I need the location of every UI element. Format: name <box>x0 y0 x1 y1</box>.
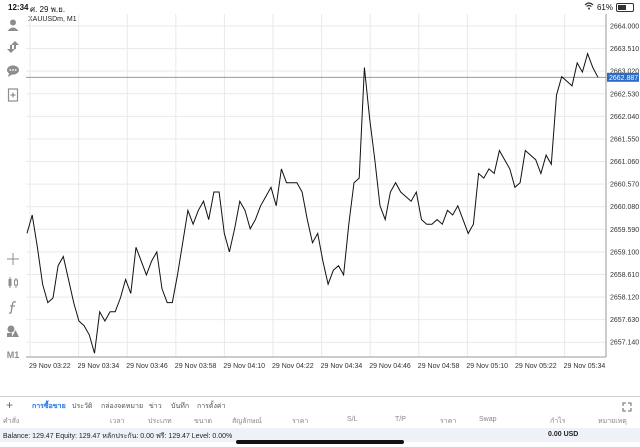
tab-settings[interactable]: การตั้งค่า <box>197 403 226 410</box>
y-tick-label: 2663.510 <box>610 46 639 53</box>
x-tick-label: 29 Nov 04:22 <box>272 363 314 370</box>
tab-news[interactable]: ข่าว <box>149 403 162 410</box>
status-date: ศ. 29 พ.ย. <box>30 5 66 14</box>
add-icon[interactable]: + <box>6 398 14 412</box>
x-tick-label: 29 Nov 05:22 <box>515 363 557 370</box>
col-symbol: สัญลักษณ์ <box>232 418 262 425</box>
crosshair-icon[interactable] <box>4 250 22 268</box>
tab-journal[interactable]: บันทึก <box>171 403 190 410</box>
status-time: 12:34 <box>8 3 29 12</box>
battery-percent: 61% <box>596 2 613 12</box>
x-tick-label: 29 Nov 03:46 <box>126 363 168 370</box>
wifi-icon <box>584 2 594 12</box>
current-price-badge <box>607 72 639 82</box>
trade-arrows-icon[interactable] <box>4 38 22 56</box>
y-tick-label: 2663.020 <box>610 69 639 76</box>
y-tick-label: 2661.060 <box>610 159 639 166</box>
total-profit: 0.00 USD <box>548 431 579 438</box>
tab-mailbox[interactable]: กล่องจดหมาย <box>101 403 144 410</box>
x-tick-label: 29 Nov 03:34 <box>78 363 120 370</box>
current-price-label: 2662.887 <box>609 75 638 82</box>
y-tick-label: 2662.530 <box>610 91 639 98</box>
balance-bar: Balance: 129.47 Equity: 129.47 หลักประกั… <box>0 428 640 442</box>
y-tick-label: 2659.100 <box>610 249 639 256</box>
x-tick-label: 29 Nov 04:10 <box>223 363 265 370</box>
chart-type-icon[interactable] <box>4 274 22 292</box>
x-tick-label: 29 Nov 04:34 <box>321 363 363 370</box>
left-toolbar: M1 <box>0 14 26 414</box>
status-right: 61% <box>584 2 634 12</box>
y-tick-label: 2662.040 <box>610 114 639 121</box>
battery-fill <box>618 4 626 10</box>
y-tick-label: 2660.570 <box>610 182 639 189</box>
col-sl: S/L <box>347 416 358 423</box>
col-order: คำสั่ง <box>3 418 20 425</box>
col-type: ประเภท <box>148 418 172 425</box>
x-tick-label: 29 Nov 05:34 <box>564 363 606 370</box>
tab-trade[interactable]: การซื้อขาย <box>32 403 66 410</box>
x-tick-label: 29 Nov 04:58 <box>418 363 460 370</box>
col-volume: ขนาด <box>194 418 213 425</box>
bottom-tabs-bar: + การซื้อขาย ประวัติ กล่องจดหมาย ข่าว บั… <box>0 396 640 413</box>
y-tick-label: 2657.630 <box>610 317 639 324</box>
col-time: เวลา <box>110 418 125 425</box>
battery-icon <box>616 2 634 12</box>
status-bar: 12:34 ศ. 29 พ.ย. 61% <box>0 0 640 14</box>
col-tp: T/P <box>395 416 406 423</box>
x-tick-label: 29 Nov 04:46 <box>369 363 411 370</box>
account-icon[interactable] <box>4 16 22 34</box>
price-chart[interactable]: 2664.000 2663.510 2663.020 2662.530 2662.040… <box>26 14 640 394</box>
col-price: ราคา <box>292 418 309 425</box>
col-price-current: ราคา <box>440 418 457 425</box>
y-tick-label: 2664.000 <box>610 23 639 30</box>
chat-icon[interactable] <box>4 62 22 80</box>
col-swap: Swap <box>479 416 497 423</box>
price-series-line <box>26 51 599 354</box>
chart-symbol-title: XAUUSDm, M1 <box>28 16 77 23</box>
indicator-f-icon[interactable] <box>4 298 22 316</box>
timeframe-label[interactable]: M1 <box>6 350 20 360</box>
chart-svg: 2664.000 2663.510 2663.020 2662.530 2662.040… <box>26 14 639 370</box>
home-indicator <box>236 440 404 444</box>
tab-history[interactable]: ประวัติ <box>72 403 93 410</box>
col-profit: กำไร <box>550 418 566 425</box>
expand-icon[interactable] <box>622 399 632 417</box>
y-tick-label: 2659.590 <box>610 227 639 234</box>
x-tick-label: 29 Nov 05:10 <box>466 363 508 370</box>
y-tick-label: 2657.140 <box>610 340 639 347</box>
x-tick-label: 29 Nov 03:58 <box>175 363 217 370</box>
objects-icon[interactable] <box>4 322 22 340</box>
col-comment: หมายเหตุ <box>598 418 627 425</box>
balance-text: Balance: 129.47 Equity: 129.47 หลักประกั… <box>3 433 233 440</box>
y-tick-label: 2660.080 <box>610 204 639 211</box>
new-order-icon[interactable] <box>4 86 22 104</box>
y-tick-label: 2661.550 <box>610 136 639 143</box>
y-tick-label: 2658.610 <box>610 272 639 279</box>
x-tick-label: 29 Nov 03:22 <box>29 363 71 370</box>
y-tick-label: 2658.120 <box>610 295 639 302</box>
orders-table-header: คำสั่ง เวลา ประเภท ขนาด สัญลักษณ์ ราคา S… <box>0 412 640 427</box>
